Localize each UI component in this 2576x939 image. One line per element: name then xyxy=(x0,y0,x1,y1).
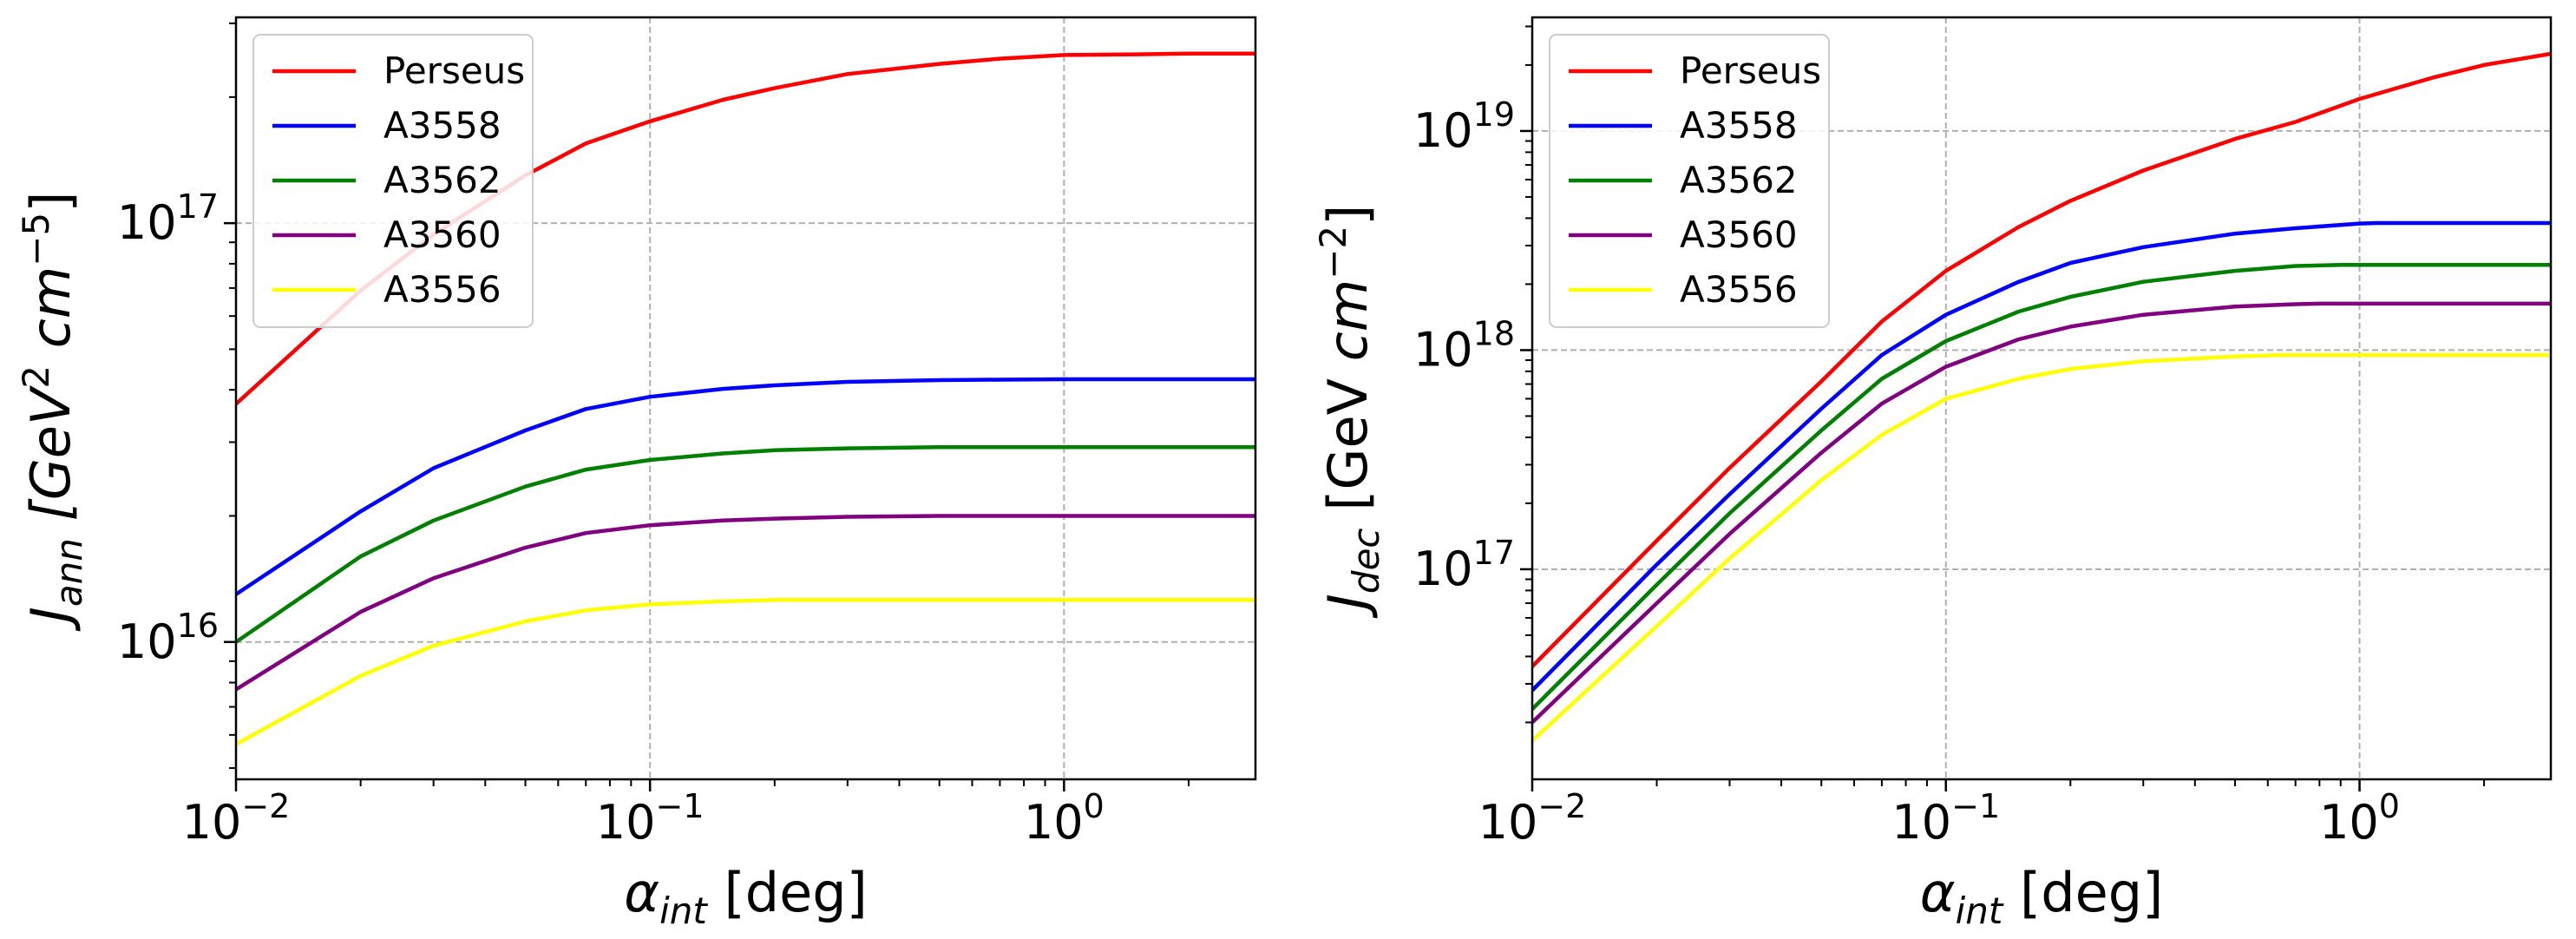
legend-label: Perseus xyxy=(1680,49,1821,92)
x-tick-label: 10−2 xyxy=(182,787,291,850)
legend-label: A3562 xyxy=(1680,159,1798,201)
y-tick-label: 1016 xyxy=(117,607,219,669)
legend-label: A3562 xyxy=(383,159,501,201)
left-panel-jann: 10−2 10−1 100 1016 1017 αint [deg] Jann [GeV2 … xyxy=(15,16,1257,932)
series-line-a3556 xyxy=(236,598,1255,746)
legend: Perseus A3558 A3562 A3560 A3556 xyxy=(1549,34,1830,328)
x-tick-label: 10−1 xyxy=(1891,787,2000,850)
legend-box xyxy=(252,34,534,328)
series-line-perseus xyxy=(1532,51,2551,668)
right-panel-jdec: 10−2 10−1 100 1017 1018 1019 αint [deg] Jdec [G… xyxy=(1312,16,2553,932)
series-line-a3560 xyxy=(1532,301,2551,725)
legend-label: A3558 xyxy=(1680,104,1798,147)
x-axis-label: αint [deg] xyxy=(624,861,868,932)
series-group xyxy=(236,51,1255,746)
legend: Perseus A3558 A3562 A3560 A3556 xyxy=(252,34,534,328)
series-line-a3558 xyxy=(236,377,1255,596)
series-line-a3556 xyxy=(1532,352,2551,743)
y-axis-label: Jann [GeV2 cm−5] xyxy=(15,192,90,633)
legend-label: Perseus xyxy=(383,49,525,92)
x-tick-label: 100 xyxy=(2319,787,2400,850)
y-tick-label: 1017 xyxy=(1413,534,1515,596)
y-axis-label: Jdec [GeV cm−2] xyxy=(1312,205,1387,620)
legend-label: A3560 xyxy=(383,213,501,256)
axes-frame xyxy=(234,16,1257,781)
x-axis-label: αint [deg] xyxy=(1920,861,2164,932)
x-tick-label: 10−2 xyxy=(1478,787,1587,850)
y-tick-label: 1019 xyxy=(1413,95,1515,158)
x-tick-label: 100 xyxy=(1024,787,1104,850)
series-line-a3560 xyxy=(236,514,1255,692)
series-line-a3562 xyxy=(1532,262,2551,711)
series-line-a3558 xyxy=(1532,220,2551,693)
legend-label: A3556 xyxy=(1680,268,1798,311)
legend-box xyxy=(1549,34,1830,328)
x-tick-label: 10−1 xyxy=(596,787,705,850)
legend-label: A3556 xyxy=(383,268,501,311)
y-tick-label: 1018 xyxy=(1413,314,1515,377)
y-tick-label: 1017 xyxy=(117,187,219,250)
legend-label: A3558 xyxy=(383,104,501,147)
legend-label: A3560 xyxy=(1680,213,1798,256)
series-group xyxy=(1532,51,2551,743)
series-line-a3562 xyxy=(236,444,1255,644)
